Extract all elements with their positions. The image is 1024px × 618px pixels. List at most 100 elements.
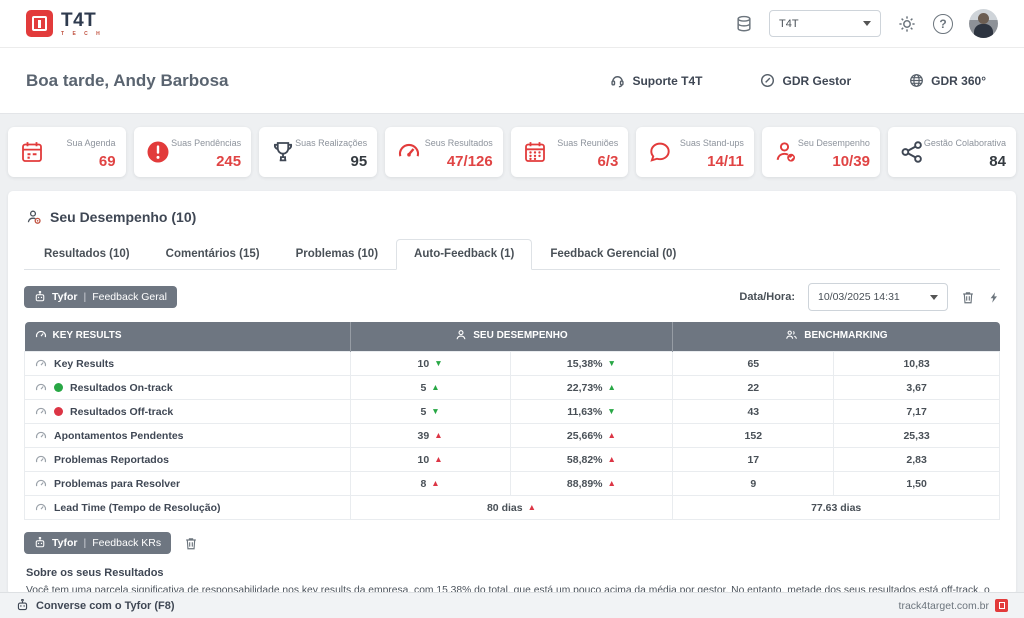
card-seus-resultados[interactable]: Seus Resultados 47/126 xyxy=(385,127,503,177)
logo-subtext: T E C H xyxy=(61,30,104,37)
table-row[interactable]: Apontamentos Pendentes 39 ▲ 25,66% ▲ 152 2… xyxy=(24,423,1000,448)
tab-bar: Resultados (10) Comentários (15) Problem… xyxy=(24,239,1000,270)
kr-name: Resultados Off-track xyxy=(70,405,174,418)
database-icon[interactable] xyxy=(735,15,753,33)
tab-feedback-gerencial[interactable]: Feedback Gerencial (0) xyxy=(550,248,677,260)
status-dot xyxy=(54,383,63,392)
card-label: Sua Agenda xyxy=(66,138,116,148)
table-row[interactable]: Problemas Reportados 10 ▲ 58,82% ▲ 17 2,83 xyxy=(24,447,1000,472)
tyfor-feedback-geral-button[interactable]: Tyfor | Feedback Geral xyxy=(24,286,177,308)
person-check-icon xyxy=(774,140,798,164)
environment-select-value: T4T xyxy=(779,17,799,30)
trend-arrow: ▲ xyxy=(434,453,443,464)
table-row[interactable]: Problemas para Resolver 8 ▲ 88,89% ▲ 9 1,5… xyxy=(24,471,1000,496)
status-dot xyxy=(54,407,63,416)
speedometer-icon xyxy=(35,330,46,338)
datetime-label: Data/Hora: xyxy=(739,291,795,303)
greeting-bar: Boa tarde, Andy Barbosa Suporte T4T GDR … xyxy=(0,48,1024,114)
bench-avg: 1,50 xyxy=(833,471,1000,496)
speedometer-icon xyxy=(35,479,47,486)
person-icon xyxy=(456,330,466,340)
card-label: Suas Realizações xyxy=(295,138,368,148)
calendar-grid-icon xyxy=(523,140,547,164)
footer-bar: Converse com o Tyfor (F8) track4target.c… xyxy=(0,592,1024,618)
tab-problemas[interactable]: Problemas (10) xyxy=(295,248,379,260)
tab-comentarios[interactable]: Comentários (15) xyxy=(165,248,260,260)
datetime-select[interactable]: 10/03/2025 14:31 xyxy=(808,283,948,311)
card-value: 47/126 xyxy=(446,153,493,170)
trend-arrow: ▼ xyxy=(431,405,440,416)
col-benchmarking: BENCHMARKING xyxy=(672,322,1000,352)
robot-icon xyxy=(35,291,45,302)
card-value: 245 xyxy=(216,153,242,170)
card-sua-agenda[interactable]: Sua Agenda 69 xyxy=(8,127,126,177)
trend-arrow: ▼ xyxy=(607,405,616,416)
calendar-icon xyxy=(20,140,44,164)
datetime-select-value: 10/03/2025 14:31 xyxy=(818,291,900,303)
page-content: Sua Agenda 69 Suas Pendências 245 xyxy=(0,114,1024,592)
kr-pct: 11,63% xyxy=(567,405,603,418)
trend-arrow: ▼ xyxy=(607,357,616,368)
gear-icon[interactable] xyxy=(897,14,917,34)
trash-icon[interactable] xyxy=(184,536,198,551)
trend-arrow: ▲ xyxy=(527,501,536,512)
bench-count: 17 xyxy=(672,447,835,472)
card-suas-realizacoes[interactable]: Suas Realizações 95 xyxy=(259,127,378,177)
table-row-lead-time[interactable]: Lead Time (Tempo de Resolução) 80 dias ▲ … xyxy=(24,495,1000,520)
help-icon[interactable]: ? xyxy=(933,13,953,34)
tyfor-feedback-krs-button[interactable]: Tyfor | Feedback KRs xyxy=(24,532,172,554)
card-label: Suas Pendências xyxy=(171,138,242,148)
kr-name: Apontamentos Pendentes xyxy=(54,429,184,442)
kr-value: 39 xyxy=(417,429,430,442)
site-link[interactable]: track4target.com.br xyxy=(898,599,989,612)
kr-name: Problemas para Resolver xyxy=(54,477,181,490)
kr-name: Key Results xyxy=(54,357,115,370)
header-controls: T4T ? xyxy=(735,9,998,38)
card-suas-reunioes[interactable]: Suas Reuniões 6/3 xyxy=(510,127,629,177)
people-icon xyxy=(786,330,798,339)
link-gdr-gestor[interactable]: GDR Gestor xyxy=(760,73,851,88)
link-gdr-360[interactable]: GDR 360° xyxy=(909,73,986,88)
t4t-footer-logo-icon xyxy=(995,599,1008,612)
bench-avg: 10,83 xyxy=(833,351,1000,376)
chat-bubble-icon xyxy=(648,140,672,164)
table-row[interactable]: Key Results 10 ▼ 15,38% ▼ 65 10,83 xyxy=(24,351,1000,376)
card-value: 6/3 xyxy=(597,153,619,170)
headset-icon xyxy=(611,76,625,88)
kr-pct: 58,82% xyxy=(566,453,603,466)
table-row[interactable]: Resultados On-track 5 ▲ 22,73% ▲ 22 3,67 xyxy=(24,375,1000,400)
lead-time-benchmark: 77.63 dias xyxy=(672,495,1000,520)
card-seu-desempenho[interactable]: Seu Desempenho 10/39 xyxy=(761,127,880,177)
lead-time-value: 80 dias xyxy=(486,501,523,514)
avatar[interactable] xyxy=(969,9,998,38)
kr-name: Resultados On-track xyxy=(70,381,173,394)
chevron-down-icon xyxy=(863,21,871,26)
card-label: Seu Desempenho xyxy=(797,138,870,148)
t4t-logo[interactable]: T4T T E C H xyxy=(26,10,103,37)
lightning-icon[interactable] xyxy=(988,290,1000,305)
card-suas-pendencias[interactable]: Suas Pendências 245 xyxy=(133,127,252,177)
card-value: 84 xyxy=(989,153,1006,170)
tab-resultados[interactable]: Resultados (10) xyxy=(44,248,130,260)
tyfor-chat-launcher[interactable]: Converse com o Tyfor (F8) xyxy=(16,599,175,612)
tab-auto-feedback[interactable]: Auto-Feedback (1) xyxy=(396,239,533,270)
kr-value: 10 xyxy=(417,357,430,370)
speedometer-icon xyxy=(35,383,47,390)
bench-avg: 2,83 xyxy=(833,447,1000,472)
table-row[interactable]: Resultados Off-track 5 ▼ 11,63% ▼ 43 7,17 xyxy=(24,399,1000,424)
card-label: Seus Resultados xyxy=(424,138,493,148)
card-value: 95 xyxy=(350,153,368,170)
card-value: 14/11 xyxy=(707,153,744,170)
environment-select[interactable]: T4T xyxy=(769,10,881,37)
key-results-table: KEY RESULTS SEU DESEMPENHO xyxy=(24,322,1000,520)
trend-arrow: ▲ xyxy=(607,429,616,440)
card-suas-standups[interactable]: Suas Stand-ups 14/11 xyxy=(636,127,754,177)
link-suporte-t4t[interactable]: Suporte T4T xyxy=(610,73,702,88)
bench-count: 43 xyxy=(672,399,835,424)
card-gestao-colaborativa[interactable]: Gestão Colaborativa 84 xyxy=(887,127,1016,177)
card-label: Suas Reuniões xyxy=(557,138,619,148)
robot-icon xyxy=(17,599,28,611)
robot-icon xyxy=(35,537,45,548)
gauge-icon xyxy=(761,73,775,88)
trash-icon[interactable] xyxy=(961,290,975,305)
